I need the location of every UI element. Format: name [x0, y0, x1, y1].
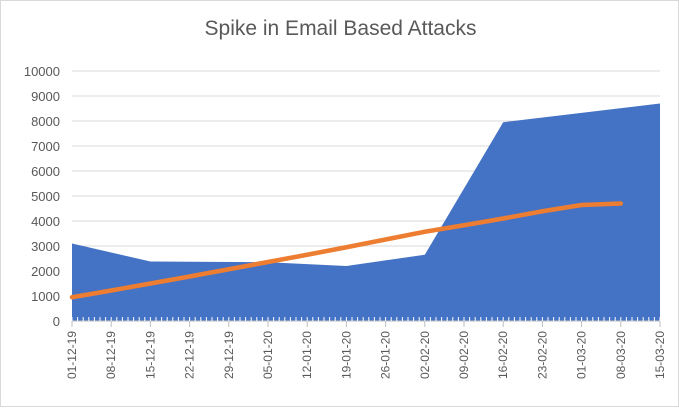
- y-tick-label: 10000: [24, 64, 60, 79]
- x-tick-label: 01-03-20: [575, 331, 589, 379]
- x-tick-label: 15-12-19: [143, 331, 157, 379]
- y-tick-label: 9000: [31, 89, 60, 104]
- y-tick-label: 0: [53, 314, 60, 329]
- area-series: [72, 103, 660, 321]
- x-tick-label: 19-01-20: [339, 331, 353, 379]
- x-tick-label: 16-02-20: [496, 331, 510, 379]
- y-tick-label: 1000: [31, 289, 60, 304]
- x-tick-label: 02-02-20: [418, 331, 432, 379]
- x-tick-label: 08-12-19: [104, 331, 118, 379]
- x-tick-label: 15-03-20: [653, 331, 667, 379]
- x-tick-label: 09-02-20: [457, 331, 471, 379]
- y-tick-label: 7000: [31, 139, 60, 154]
- y-tick-label: 5000: [31, 189, 60, 204]
- x-tick-label: 22-12-19: [183, 331, 197, 379]
- y-tick-label: 2000: [31, 264, 60, 279]
- x-tick-label: 12-01-20: [300, 331, 314, 379]
- x-tick-label: 01-12-19: [65, 331, 79, 379]
- x-tick-label: 26-01-20: [379, 331, 393, 379]
- y-tick-label: 4000: [31, 214, 60, 229]
- x-tick-label: 29-12-19: [222, 331, 236, 379]
- x-tick-label: 23-02-20: [535, 331, 549, 379]
- chart-title: Spike in Email Based Attacks: [204, 17, 477, 40]
- y-tick-label: 3000: [31, 239, 60, 254]
- y-tick-label: 6000: [31, 164, 60, 179]
- trendline-series: [69, 201, 624, 300]
- x-tick-label: 05-01-20: [261, 331, 275, 379]
- x-tick-label: 08-03-20: [614, 331, 628, 379]
- y-tick-label: 8000: [31, 114, 60, 129]
